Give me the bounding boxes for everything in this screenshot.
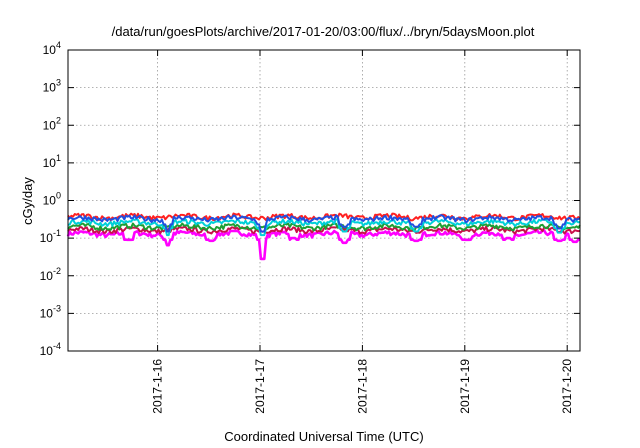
series-line [67, 214, 581, 233]
x-tick-label: 2017-1-20 [560, 359, 574, 414]
series-line [67, 222, 581, 232]
y-axis-label: cGy/day [20, 177, 35, 225]
x-tick-label: 2017-1-19 [458, 359, 472, 414]
y-tick-label: 10-4 [40, 341, 61, 358]
x-axis-ticks: 2017-1-16 2017-1-17 2017-1-18 2017-1-19 2017… [151, 50, 574, 414]
y-tick-label: 100 [43, 191, 61, 208]
x-axis-label: Coordinated Universal Time (UTC) [224, 429, 423, 444]
y-axis-ticks: 104 103 102 101 100 10-1 10-2 10-3 10-4 [40, 40, 580, 358]
x-tick-label: 2017-1-18 [355, 359, 369, 414]
x-tick-label: 2017-1-16 [151, 359, 165, 414]
grid [68, 50, 580, 351]
chart-title: /data/run/goesPlots/archive/2017-01-20/0… [112, 24, 535, 39]
series-line [66, 229, 580, 261]
y-tick-label: 101 [43, 153, 61, 170]
y-tick-label: 102 [43, 115, 61, 132]
x-tick-label: 2017-1-17 [253, 359, 267, 414]
y-tick-label: 10-3 [40, 303, 61, 320]
y-tick-label: 103 [43, 78, 61, 95]
y-tick-label: 10-2 [40, 266, 61, 283]
y-tick-label: 10-1 [40, 228, 61, 245]
y-tick-label: 104 [43, 40, 61, 57]
series-group [66, 212, 581, 261]
